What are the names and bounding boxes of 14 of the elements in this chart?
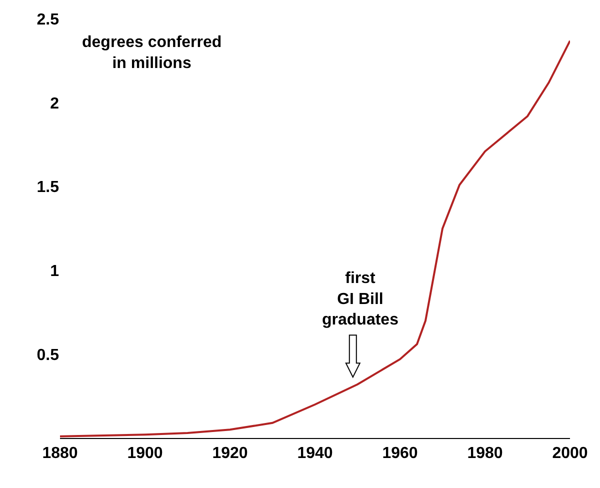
- annotation: degrees conferred in millions: [82, 34, 222, 72]
- x-tick-label: 1980: [467, 445, 503, 462]
- x-tick-label: 1900: [127, 445, 163, 462]
- y-tick-label: 1: [50, 263, 60, 280]
- y-tick-label: 2.5: [36, 12, 60, 29]
- x-tick-label: 1940: [297, 445, 333, 462]
- annotation: first GI Bill graduates: [322, 270, 399, 329]
- x-tick-label: 2000: [552, 445, 588, 462]
- y-tick-label: 2: [50, 95, 60, 112]
- x-tick-label: 1960: [382, 445, 418, 462]
- x-tick-label: 1920: [212, 445, 248, 462]
- y-tick-label: 1.5: [36, 179, 60, 196]
- y-tick-label: 0.5: [36, 346, 60, 364]
- x-tick-label: 1880: [42, 445, 78, 462]
